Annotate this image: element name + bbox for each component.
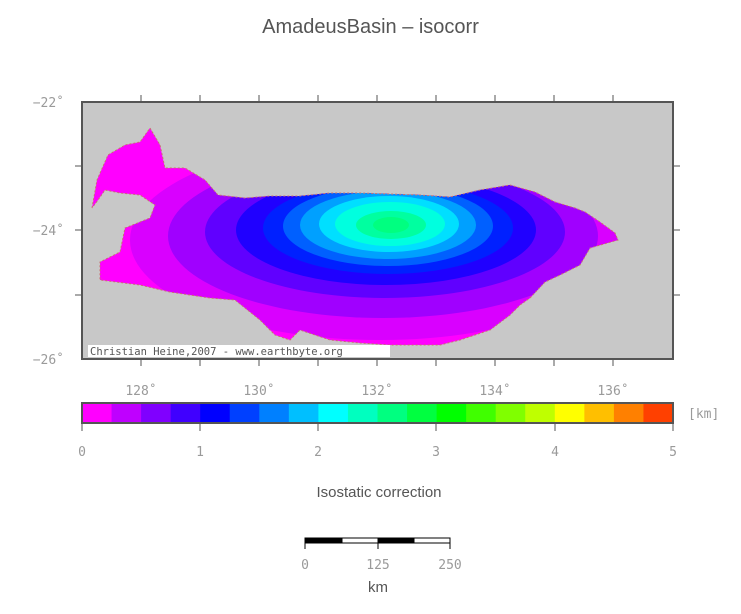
colorbar-cell xyxy=(554,403,585,423)
colorbar-frame xyxy=(81,402,674,424)
colorbar-label: 4 xyxy=(551,445,559,460)
lat-tick-label: −22˚ xyxy=(33,95,64,111)
colorbar-cell xyxy=(288,403,319,423)
colorbar-cell xyxy=(495,403,526,423)
colorbar-cell xyxy=(318,403,349,423)
colorbar-label: 5 xyxy=(669,445,677,460)
colorbar-cell xyxy=(525,403,556,423)
colorbar-caption: Isostatic correction xyxy=(316,484,441,501)
colorbar-cell xyxy=(111,403,142,423)
colorbar-cell xyxy=(643,403,674,423)
colorbar-label: 2 xyxy=(314,445,322,460)
map-title: AmadeusBasin – isocorr xyxy=(262,16,479,38)
colorbar-cell xyxy=(466,403,497,423)
scale-label: 250 xyxy=(438,558,461,573)
colorbar-cell xyxy=(613,403,644,423)
scale-bar xyxy=(304,537,451,549)
colorbar-cell xyxy=(141,403,172,423)
colorbar-cell xyxy=(584,403,615,423)
colorbar-cell xyxy=(347,403,378,423)
colorbar-cell xyxy=(200,403,231,423)
scale-label: 0 xyxy=(301,558,309,573)
colorbar-cell xyxy=(436,403,467,423)
scale-label: 125 xyxy=(366,558,389,573)
colorbar-cell xyxy=(170,403,201,423)
colorbar-ticks xyxy=(81,423,674,431)
colorbar-cell xyxy=(229,403,260,423)
colorbar-unit: [km] xyxy=(688,407,719,422)
frame-ticks xyxy=(75,95,680,366)
lon-tick-label: 128˚ xyxy=(125,383,156,399)
credit-text: Christian Heine,2007 - www.earthbyte.org xyxy=(90,346,343,358)
scale-unit: km xyxy=(368,579,388,596)
colorbar-label: 3 xyxy=(432,445,440,460)
colorbar-cell xyxy=(82,403,113,423)
lon-tick-label: 130˚ xyxy=(243,383,274,399)
colorbar-label: 0 xyxy=(78,445,86,460)
lon-tick-label: 134˚ xyxy=(479,383,510,399)
lon-tick-label: 132˚ xyxy=(361,383,392,399)
colorbar-label: 1 xyxy=(196,445,204,460)
colorbar-cell xyxy=(407,403,438,423)
credit-box xyxy=(88,345,390,357)
lat-tick-label: −24˚ xyxy=(33,223,64,239)
lon-tick-label: 136˚ xyxy=(597,383,628,399)
lat-tick-label: −26˚ xyxy=(33,352,64,368)
colorbar-cell xyxy=(377,403,408,423)
colorbar xyxy=(82,403,674,423)
colorbar-cell xyxy=(259,403,290,423)
